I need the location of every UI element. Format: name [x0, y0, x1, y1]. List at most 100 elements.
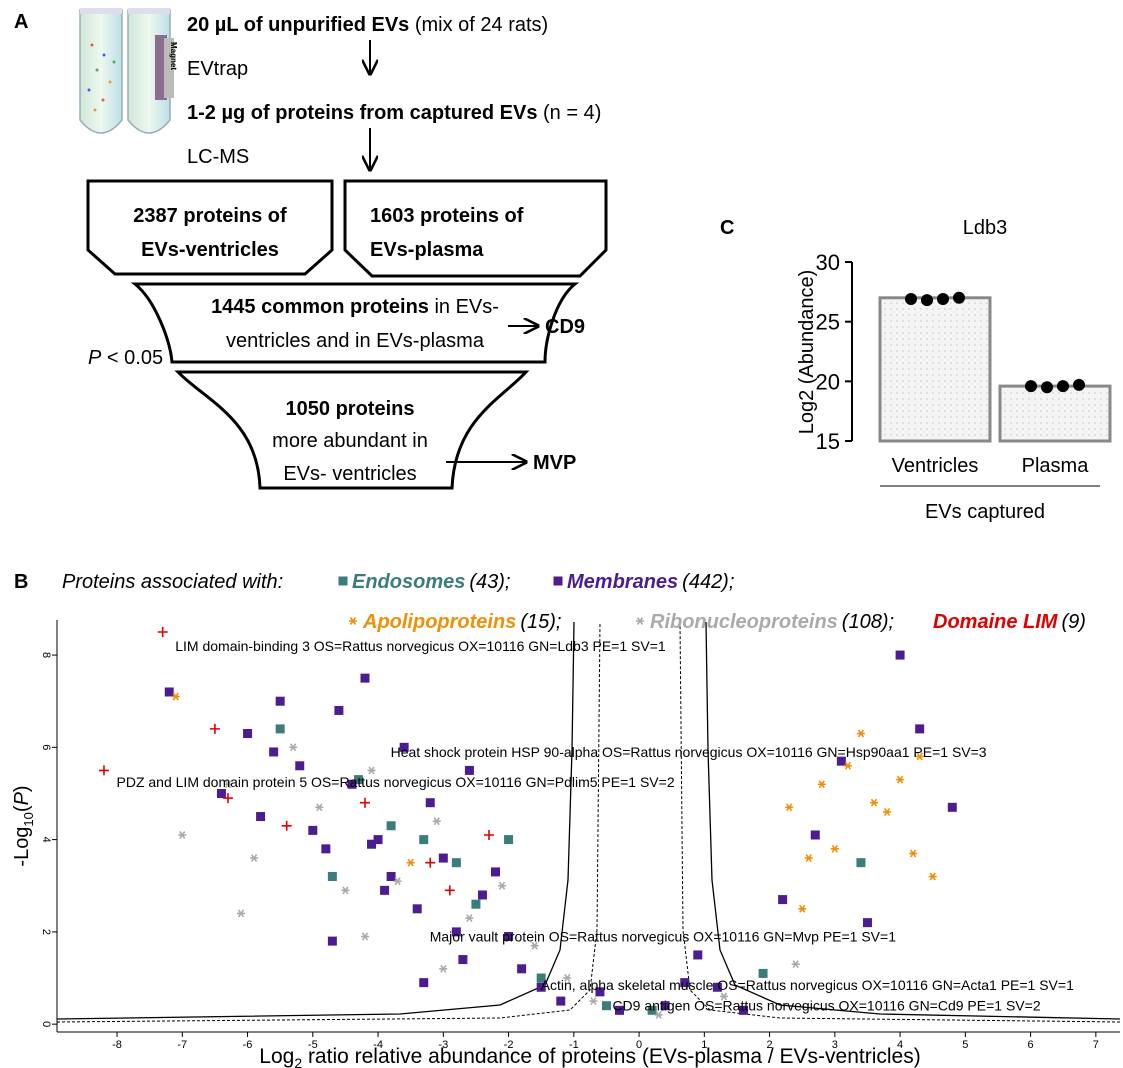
x-tick-label: 0	[636, 1039, 642, 1051]
x-tick-label: -1	[569, 1039, 579, 1051]
data-point	[504, 931, 514, 941]
data-point	[953, 291, 965, 304]
x-tick-label: 5	[962, 1039, 968, 1051]
x-tick-label: -6	[243, 1039, 253, 1051]
data-point	[380, 885, 390, 895]
data-point	[412, 904, 422, 914]
data-point	[1073, 378, 1085, 391]
marker-protein: MVP	[533, 452, 576, 474]
data-point	[758, 968, 768, 978]
data-point	[360, 673, 370, 683]
data-point	[719, 992, 728, 1001]
box-text: 2387 proteins of	[133, 205, 287, 227]
common-normal: in EVs-	[429, 296, 499, 318]
y-axis-title: -Log10(P)	[11, 785, 36, 866]
legend-marker	[338, 576, 348, 586]
data-point	[439, 964, 448, 973]
chart-title: Ldb3	[963, 217, 1008, 239]
data-point	[883, 807, 892, 816]
legend-label: Apolipoproteins	[362, 611, 516, 633]
y-axis-title-sub: 10	[21, 812, 36, 826]
funnel-text: ventricles and in EVs-plasma	[226, 330, 485, 352]
data-point	[856, 858, 866, 868]
annotation: Actin, alpha skeletal muscle OS=Rattus n…	[541, 977, 1074, 993]
x-tick-label: 4	[897, 1039, 903, 1051]
legend-label: Domaine LIM	[933, 611, 1059, 633]
data-point	[360, 797, 371, 808]
data-point	[810, 830, 820, 840]
y-tick-label: 4	[40, 837, 52, 843]
data-point	[712, 982, 722, 992]
y-tick-label: 0	[40, 1021, 52, 1027]
threshold-var: P	[88, 347, 102, 369]
panel-a: A Magnet 20 µL of unpurified EVs (mix of…	[14, 8, 608, 490]
legend-label: Membranes	[567, 571, 678, 593]
data-point	[477, 890, 487, 900]
data-point	[798, 904, 807, 913]
data-point	[425, 798, 435, 808]
x-axis-title: Log2 ratio relative abundance of protein…	[259, 1045, 920, 1068]
data-point	[836, 756, 846, 766]
data-point	[399, 742, 409, 752]
data-point	[483, 829, 494, 840]
data-point	[563, 974, 572, 982]
box-text: EVs-ventricles	[141, 239, 279, 261]
x-tick-label: -2	[504, 1039, 514, 1051]
legend-label: Ribonucleoproteins	[650, 611, 838, 633]
data-point	[1057, 380, 1069, 393]
annotation: CD9 antigen OS=Rattus norvegicus OX=1011…	[612, 998, 1040, 1014]
data-point	[915, 752, 924, 761]
annotation: LIM domain-binding 3 OS=Rattus norvegicu…	[175, 638, 666, 654]
data-point	[738, 1005, 748, 1015]
data-point	[222, 793, 233, 804]
y-axis-title-var: P	[11, 791, 33, 805]
data-point	[256, 812, 266, 822]
legend-marker	[636, 617, 644, 625]
data-point	[367, 839, 377, 849]
legend-note: (442);	[682, 571, 734, 593]
data-point	[680, 978, 690, 988]
bar	[998, 384, 1112, 443]
x-tick-label: Plasma	[1022, 455, 1090, 477]
legend-entry: Membranes (442);	[567, 571, 734, 593]
data-point	[921, 294, 933, 307]
data-point	[178, 831, 187, 839]
data-point	[895, 650, 905, 660]
data-point	[223, 780, 232, 789]
y-tick-label: 30	[816, 250, 840, 275]
marker-protein: CD9	[545, 316, 585, 338]
captured-bold: 1-2 µg of proteins from captured EVs	[187, 102, 537, 124]
legend-note: (108);	[842, 611, 894, 633]
data-point	[791, 960, 800, 969]
x-tick-label: -8	[112, 1039, 122, 1051]
data-point	[937, 292, 949, 305]
data-point	[406, 858, 415, 867]
y-tick-label: 15	[816, 429, 840, 454]
data-point	[595, 987, 605, 997]
data-point	[947, 802, 957, 812]
funnel-text: 1050 proteins	[286, 398, 415, 420]
data-point	[250, 854, 259, 863]
data-point	[361, 932, 370, 941]
annotation: Major vault protein OS=Rattus norvegicus…	[430, 928, 896, 944]
magnet-label: Magnet	[169, 42, 178, 70]
data-point	[315, 803, 324, 812]
data-point	[393, 877, 402, 886]
data-point	[804, 854, 813, 863]
legend-note: (15);	[520, 611, 561, 633]
y-tick-label: 6	[40, 744, 52, 750]
box-text: 1603 proteins of	[370, 205, 524, 227]
data-point	[778, 895, 788, 905]
data-point	[504, 835, 514, 845]
y-axis-title-open: (	[11, 805, 33, 812]
data-point	[353, 775, 363, 785]
data-point	[693, 950, 703, 960]
x-tick-label: -3	[438, 1039, 448, 1051]
data-point	[386, 872, 396, 882]
data-point	[243, 728, 253, 738]
y-tick-label: 20	[816, 369, 840, 394]
x-axis-title-main: Log	[259, 1045, 294, 1068]
annotation: Heat shock protein HSP 90-alpha OS=Rattu…	[391, 744, 987, 760]
data-point	[275, 696, 285, 706]
